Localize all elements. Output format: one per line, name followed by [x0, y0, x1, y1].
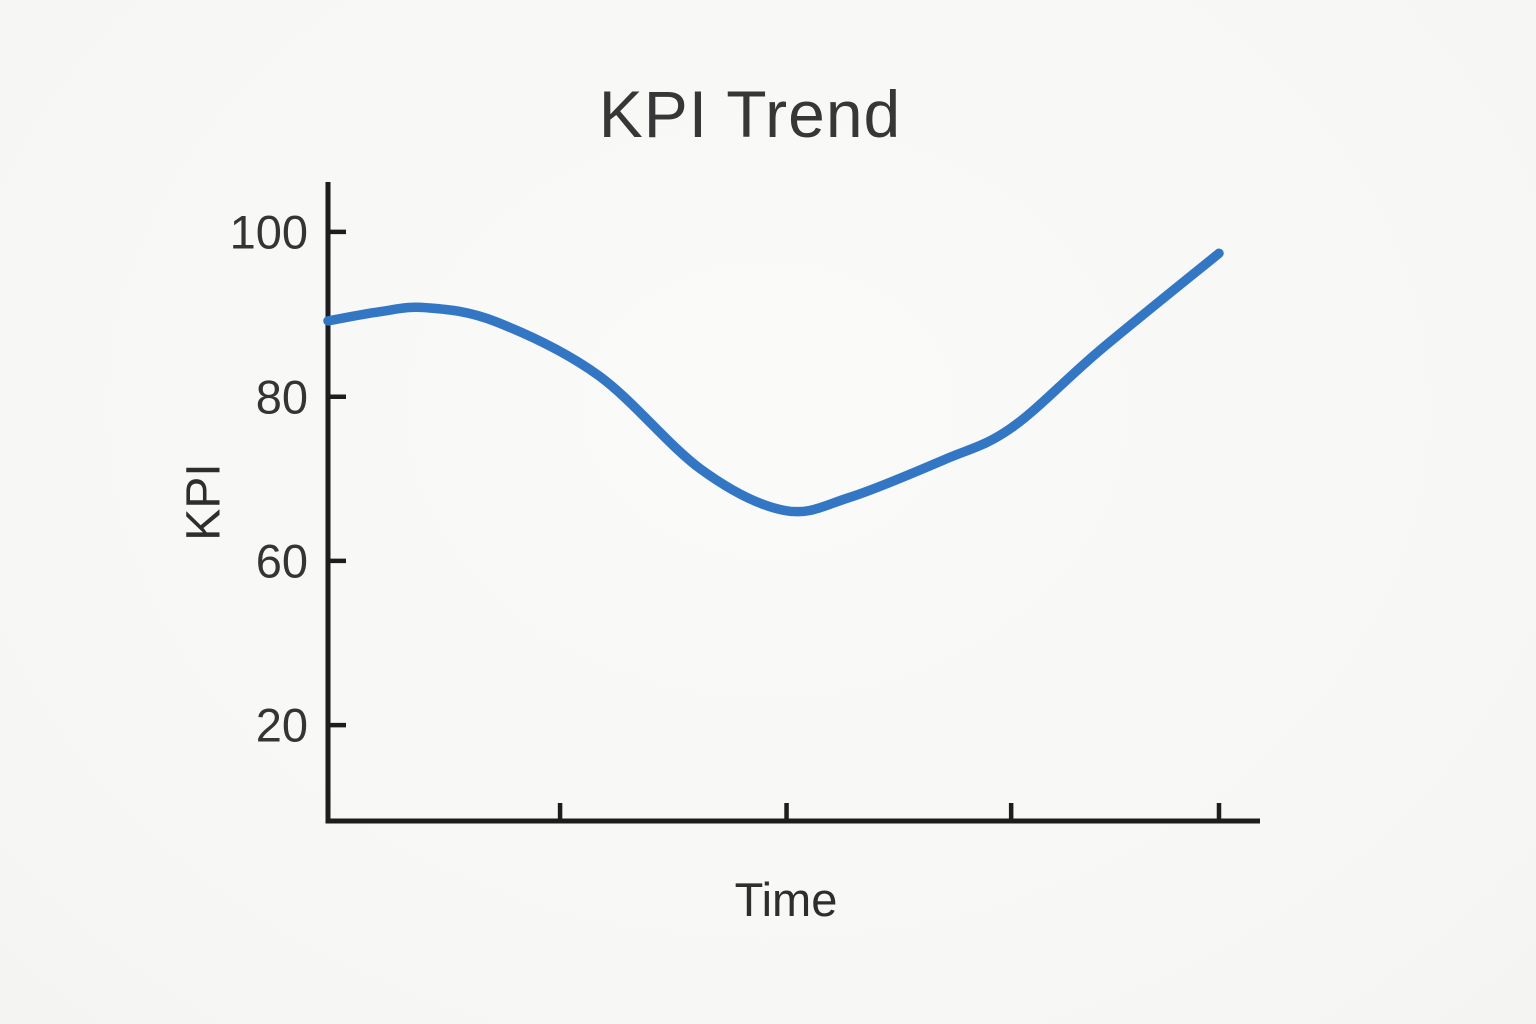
y-tick-label: 100 — [229, 205, 308, 259]
y-tick-label: 60 — [255, 534, 308, 588]
x-axis-label: Time — [734, 873, 838, 926]
y-axis-label: KPI — [177, 463, 231, 541]
y-tick-label: 20 — [255, 698, 308, 752]
y-tick-label: 80 — [255, 370, 308, 424]
chart-title: KPI Trend — [598, 77, 902, 151]
kpi-trend-line — [323, 248, 1224, 517]
